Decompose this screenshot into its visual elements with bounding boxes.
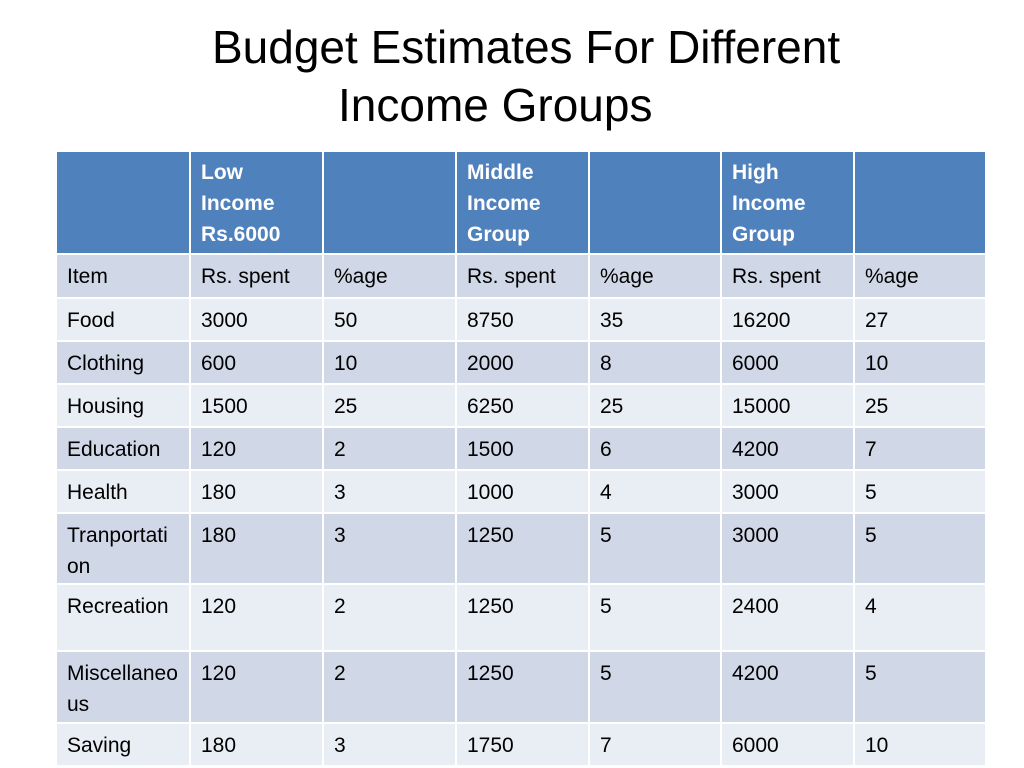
column-label-row: Item Rs. spent %age Rs. spent %age Rs. s… — [57, 255, 985, 297]
table-cell: 5 — [855, 471, 985, 512]
table-cell: 180 — [191, 724, 322, 765]
table-row: Housing 1500 25 6250 25 15000 25 — [57, 385, 985, 426]
table-cell: 7 — [590, 724, 720, 765]
table-cell: 1750 — [457, 724, 588, 765]
header-cell-empty — [57, 152, 189, 253]
table-cell: 1250 — [457, 652, 588, 722]
table-cell: 1250 — [457, 585, 588, 650]
slide-title-line-2: Income Groups — [338, 79, 653, 131]
table-cell: 16200 — [722, 299, 853, 340]
table-cell: 2 — [324, 428, 455, 469]
table-cell: 50 — [324, 299, 455, 340]
header-cell-empty — [855, 152, 985, 253]
table-cell: 4200 — [722, 652, 853, 722]
item-name: Food — [57, 299, 189, 340]
item-name: Education — [57, 428, 189, 469]
table-cell: 1500 — [457, 428, 588, 469]
table-row: Recreation 120 2 1250 5 2400 4 — [57, 585, 985, 650]
table-cell: 120 — [191, 585, 322, 650]
item-name: Health — [57, 471, 189, 512]
table-cell: 5 — [590, 514, 720, 583]
table-cell: 600 — [191, 342, 322, 383]
column-label: Rs. spent — [457, 255, 588, 297]
table-cell: 6000 — [722, 342, 853, 383]
table-cell: 5 — [855, 514, 985, 583]
table-cell: 5 — [590, 585, 720, 650]
table-cell: 10 — [855, 342, 985, 383]
table-cell: 120 — [191, 652, 322, 722]
table-cell: 120 — [191, 428, 322, 469]
table-cell: 25 — [324, 385, 455, 426]
table-cell: 1000 — [457, 471, 588, 512]
slide-title-line-1: Budget Estimates For Different — [212, 21, 841, 73]
table-row: Clothing 600 10 2000 8 6000 10 — [57, 342, 985, 383]
table-cell: 5 — [855, 652, 985, 722]
item-name: Tranportation — [57, 514, 189, 583]
table-cell: 10 — [855, 724, 985, 765]
table-cell: 15000 — [722, 385, 853, 426]
table-cell: 6250 — [457, 385, 588, 426]
table-cell: 5 — [590, 652, 720, 722]
table-cell: 8 — [590, 342, 720, 383]
table-cell: 2400 — [722, 585, 853, 650]
table-cell: 10 — [324, 342, 455, 383]
table-cell: 180 — [191, 471, 322, 512]
table-cell: 2 — [324, 652, 455, 722]
column-label: %age — [324, 255, 455, 297]
table-cell: 2 — [324, 585, 455, 650]
table-cell: 7 — [855, 428, 985, 469]
header-cell-empty — [324, 152, 455, 253]
header-high-income: High Income Group — [722, 152, 853, 253]
table-cell: 4 — [855, 585, 985, 650]
column-label: %age — [590, 255, 720, 297]
table-cell: 6000 — [722, 724, 853, 765]
table-row: Food 3000 50 8750 35 16200 27 — [57, 299, 985, 340]
table-row: Health 180 3 1000 4 3000 5 — [57, 471, 985, 512]
column-label: Item — [57, 255, 189, 297]
item-name: Recreation — [57, 585, 189, 650]
table-row: Saving 180 3 1750 7 6000 10 — [57, 724, 985, 765]
table-cell: 3 — [324, 471, 455, 512]
column-label: Rs. spent — [191, 255, 322, 297]
table-row: Miscellaneous 120 2 1250 5 4200 5 — [57, 652, 985, 722]
table-cell: 1250 — [457, 514, 588, 583]
item-name: Saving — [57, 724, 189, 765]
item-name: Clothing — [57, 342, 189, 383]
column-label: %age — [855, 255, 985, 297]
table-cell: 4 — [590, 471, 720, 512]
table-header-row: Low Income Rs.6000 Middle Income Group High I… — [57, 152, 985, 253]
header-low-income: Low Income Rs.6000 — [191, 152, 322, 253]
budget-table: Low Income Rs.6000 Middle Income Group High I… — [55, 150, 987, 767]
table-cell: 35 — [590, 299, 720, 340]
table-row: Education 120 2 1500 6 4200 7 — [57, 428, 985, 469]
table-cell: 3000 — [722, 514, 853, 583]
table-cell: 180 — [191, 514, 322, 583]
table-cell: 25 — [855, 385, 985, 426]
table-cell: 3000 — [191, 299, 322, 340]
header-middle-income: Middle Income Group — [457, 152, 588, 253]
item-name: Housing — [57, 385, 189, 426]
table-cell: 27 — [855, 299, 985, 340]
table-cell: 3000 — [722, 471, 853, 512]
column-label: Rs. spent — [722, 255, 853, 297]
table-cell: 8750 — [457, 299, 588, 340]
table-cell: 3 — [324, 514, 455, 583]
table-cell: 3 — [324, 724, 455, 765]
table-cell: 4200 — [722, 428, 853, 469]
table-row: Tranportation 180 3 1250 5 3000 5 — [57, 514, 985, 583]
table-cell: 2000 — [457, 342, 588, 383]
table-cell: 6 — [590, 428, 720, 469]
table-cell: 25 — [590, 385, 720, 426]
header-cell-empty — [590, 152, 720, 253]
item-name: Miscellaneous — [57, 652, 189, 722]
table-cell: 1500 — [191, 385, 322, 426]
